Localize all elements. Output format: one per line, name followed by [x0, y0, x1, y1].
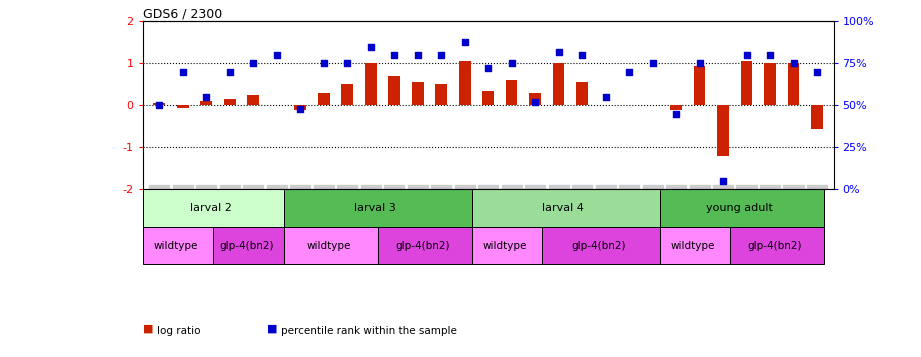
- Point: [246, 61, 261, 66]
- Bar: [153, 104, 165, 105]
- Text: wildtype: wildtype: [483, 241, 527, 251]
- Text: wildtype: wildtype: [670, 241, 715, 251]
- Bar: [436, 85, 447, 105]
- Text: percentile rank within the sample: percentile rank within the sample: [281, 326, 457, 336]
- Point: [787, 61, 801, 66]
- Bar: [542, 227, 659, 264]
- Point: [481, 66, 495, 71]
- Point: [175, 69, 190, 75]
- Bar: [365, 62, 377, 105]
- Point: [693, 61, 707, 66]
- Point: [716, 178, 730, 184]
- Text: young adult: young adult: [706, 203, 773, 213]
- Text: wildtype: wildtype: [306, 241, 351, 251]
- Bar: [730, 227, 824, 264]
- Point: [199, 94, 214, 100]
- Point: [269, 52, 284, 58]
- Bar: [224, 99, 236, 105]
- Text: larval 4: larval 4: [542, 203, 584, 213]
- Bar: [787, 64, 799, 105]
- Text: ■: ■: [143, 324, 153, 334]
- Point: [387, 52, 402, 58]
- Point: [575, 52, 589, 58]
- Bar: [577, 82, 588, 105]
- Text: GDS6 / 2300: GDS6 / 2300: [143, 7, 222, 20]
- Point: [363, 44, 378, 50]
- Point: [222, 69, 237, 75]
- Bar: [670, 105, 682, 110]
- Text: log ratio: log ratio: [157, 326, 200, 336]
- Point: [552, 49, 566, 55]
- Bar: [295, 105, 306, 110]
- Text: wildtype: wildtype: [154, 241, 198, 251]
- Bar: [717, 105, 729, 156]
- Point: [599, 94, 613, 100]
- Bar: [143, 227, 214, 264]
- Point: [505, 61, 519, 66]
- Point: [669, 111, 683, 117]
- Bar: [472, 190, 659, 227]
- Bar: [318, 93, 330, 105]
- Bar: [659, 190, 824, 227]
- Bar: [740, 61, 752, 105]
- Bar: [214, 227, 284, 264]
- Bar: [659, 227, 730, 264]
- Text: glp-4(bn2): glp-4(bn2): [571, 241, 625, 251]
- Bar: [248, 95, 259, 105]
- Bar: [412, 82, 424, 105]
- Bar: [459, 61, 471, 105]
- Bar: [284, 190, 472, 227]
- Point: [316, 61, 331, 66]
- Bar: [694, 66, 705, 105]
- Point: [646, 61, 660, 66]
- Bar: [811, 105, 823, 129]
- Point: [410, 52, 425, 58]
- Bar: [143, 190, 284, 227]
- Point: [622, 69, 636, 75]
- Bar: [553, 62, 565, 105]
- Text: glp-4(bn2): glp-4(bn2): [395, 241, 449, 251]
- Point: [434, 52, 449, 58]
- Bar: [177, 105, 189, 107]
- Bar: [506, 80, 518, 105]
- Point: [740, 52, 754, 58]
- Bar: [201, 101, 212, 105]
- Bar: [389, 76, 400, 105]
- Point: [340, 61, 355, 66]
- Point: [152, 102, 167, 108]
- Bar: [342, 85, 353, 105]
- Bar: [472, 227, 542, 264]
- Bar: [483, 91, 494, 105]
- Bar: [764, 64, 775, 105]
- Point: [457, 39, 472, 44]
- Bar: [284, 227, 378, 264]
- Text: glp-4(bn2): glp-4(bn2): [219, 241, 274, 251]
- Point: [810, 69, 824, 75]
- Point: [293, 106, 308, 112]
- Bar: [378, 227, 472, 264]
- Text: larval 3: larval 3: [355, 203, 396, 213]
- Point: [763, 52, 777, 58]
- Text: larval 2: larval 2: [190, 203, 232, 213]
- Text: glp-4(bn2): glp-4(bn2): [748, 241, 802, 251]
- Point: [528, 99, 542, 105]
- Bar: [530, 93, 541, 105]
- Text: ■: ■: [267, 324, 277, 334]
